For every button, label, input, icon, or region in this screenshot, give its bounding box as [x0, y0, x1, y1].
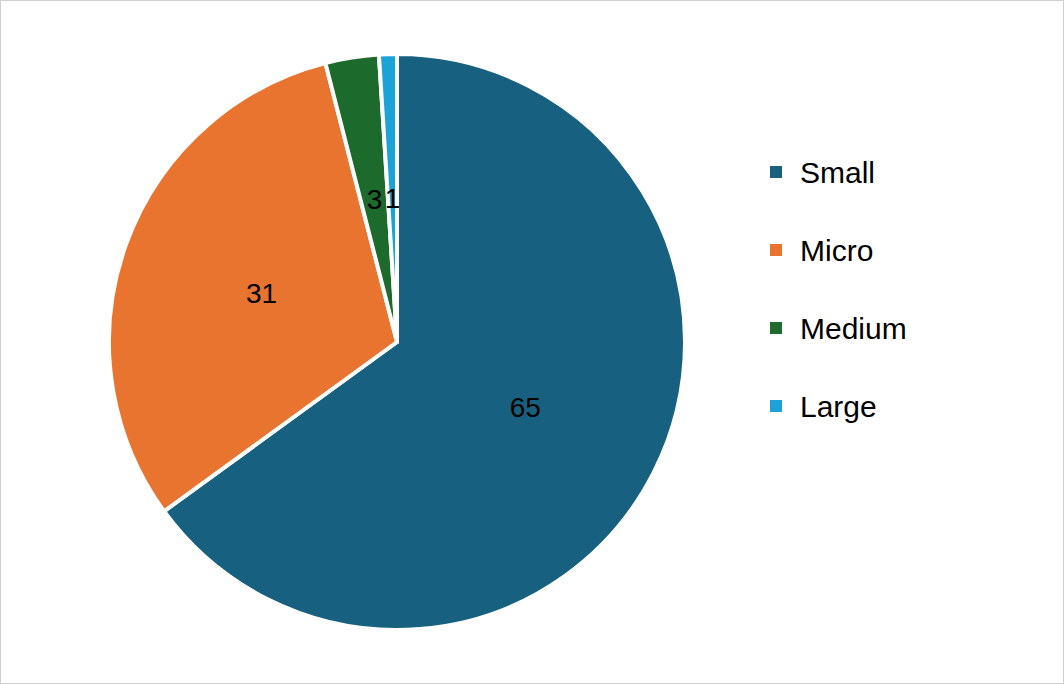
legend-label: Medium [800, 312, 907, 345]
chart: 65 31 31 Small Micro Medium Large [0, 0, 1064, 684]
legend-item: Medium [770, 312, 907, 345]
legend-label: Micro [800, 234, 873, 267]
legend-swatch [770, 400, 782, 412]
legend-swatch [770, 244, 782, 256]
legend: Small Micro Medium Large [770, 156, 907, 423]
legend-item: Large [770, 390, 877, 423]
data-label: 65 [510, 392, 541, 423]
data-label: 1 [385, 183, 401, 214]
legend-swatch [770, 322, 782, 334]
legend-item: Micro [770, 234, 873, 267]
legend-item: Small [770, 156, 875, 189]
legend-swatch [770, 166, 782, 178]
chart-border [1, 1, 1064, 684]
data-label: 3 [367, 184, 383, 215]
data-label: 31 [246, 278, 277, 309]
pie [109, 54, 685, 630]
legend-label: Small [800, 156, 875, 189]
data-labels: 65 31 31 [246, 183, 541, 423]
legend-label: Large [800, 390, 877, 423]
